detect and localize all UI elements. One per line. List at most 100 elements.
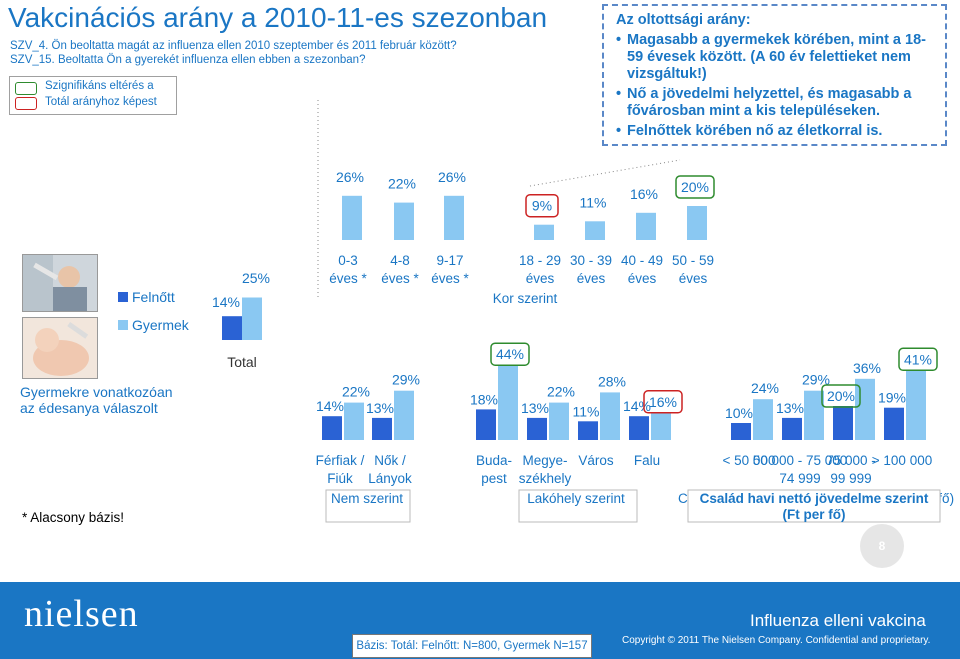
low-base-note: * Alacsony bázis! <box>22 510 125 525</box>
income-child-value: 36% <box>853 360 881 376</box>
age-category-label: 4-8 <box>390 253 410 268</box>
age-bar <box>342 195 362 240</box>
summary-note: Az oltottsági arány: Magasabb a gyermeke… <box>602 4 947 146</box>
age-category-label: éves <box>526 271 555 286</box>
group-title-box <box>518 489 638 523</box>
income-category-label: 74 999 <box>779 471 820 486</box>
age-category-label: 50 - 59 <box>672 253 714 268</box>
gender-child-bar <box>394 390 414 440</box>
income-adult-value: 19% <box>878 390 906 406</box>
residence-child-value: 22% <box>547 384 575 400</box>
residence-child-bar <box>498 365 518 440</box>
age-category-label: éves * <box>431 271 469 286</box>
income-category-label: 99 999 <box>830 471 871 486</box>
lower-swatch <box>15 97 37 110</box>
gender-group-title-front: Nem szerint <box>331 491 403 506</box>
income-adult-value: 13% <box>776 400 804 416</box>
trend-line <box>529 159 681 187</box>
question-2: SZV_15. Beoltatta Ön a gyerekét influenz… <box>10 54 366 66</box>
group-title-box <box>325 489 411 523</box>
income-child-bar <box>855 378 875 440</box>
significance-legend: Szignifikáns eltérés a Totál arányhoz ké… <box>9 76 177 115</box>
age-significance-lower <box>525 193 559 218</box>
page-number: 8 <box>860 524 904 568</box>
residence-category-label: Város <box>578 453 614 468</box>
income-adult-bar <box>731 423 751 440</box>
income-child-value: 29% <box>802 372 830 388</box>
adult-vaccination-photo <box>22 254 98 312</box>
age-bar <box>687 206 707 240</box>
residence-category-label: Buda- <box>476 453 512 468</box>
residence-category-label: Megye- <box>522 453 567 468</box>
child-vaccination-photo <box>22 317 98 379</box>
total-category-label: Total <box>227 354 257 370</box>
age-category-label: éves <box>628 271 657 286</box>
income-adult-value: 20% <box>827 388 855 404</box>
note-bullet-3: Felnőttek körében nő az életkorral is. <box>616 123 938 140</box>
age-category-label: 18 - 29 <box>519 253 561 268</box>
age-category-label: 40 - 49 <box>621 253 663 268</box>
income-adult-value: 10% <box>725 405 753 421</box>
income-category-label: > 100 000 <box>872 453 932 468</box>
residence-child-value: 44% <box>496 346 524 362</box>
residence-adult-bar <box>476 409 496 440</box>
group-title-box <box>687 489 941 523</box>
question-1: SZV_4. Ön beoltatta magát az influenza e… <box>10 40 457 52</box>
footer-copyright: Copyright © 2011 The Nielsen Company. Co… <box>622 635 931 646</box>
age-group-title: Kor szerint <box>493 291 558 306</box>
gender-category-label: Férfiak / <box>316 453 365 468</box>
age-category-label: éves * <box>329 271 367 286</box>
residence-category-label: pest <box>481 471 507 486</box>
child-legend-swatch <box>118 320 128 330</box>
age-category-label: 30 - 39 <box>570 253 612 268</box>
income-adult-bar <box>782 417 802 440</box>
income-child-bar <box>804 390 824 440</box>
age-value-label: 20% <box>681 179 709 195</box>
gender-adult-bar <box>322 416 342 440</box>
nielsen-logo: nielsen <box>24 593 139 635</box>
footer-topic: Influenza elleni vakcina <box>750 611 926 630</box>
residence-child-value: 16% <box>649 394 677 410</box>
gender-adult-value: 14% <box>316 398 344 414</box>
residence-child-bar <box>651 412 671 440</box>
base-sample-note: Bázis: Totál: Felnőtt: N=800, Gyermek N=… <box>352 634 592 658</box>
note-bullet-2: Nő a jövedelmi helyzettel, és magasabb a… <box>616 86 938 120</box>
child-note-line-2: az édesanya válaszolt <box>20 400 158 416</box>
residence-adult-bar <box>629 416 649 440</box>
gender-child-value: 29% <box>392 372 420 388</box>
age-category-label: éves <box>679 271 708 286</box>
age-category-label: éves <box>577 271 606 286</box>
age-value-label: 26% <box>438 169 466 185</box>
gender-category-label: Lányok <box>368 471 412 486</box>
income-group-title-front-2: (Ft per fő) <box>783 507 846 522</box>
income-child-value: 41% <box>904 351 932 367</box>
age-bar <box>585 221 605 240</box>
legend-line-1: Szignifikáns eltérés a <box>45 80 154 92</box>
legend-line-2: Totál arányhoz képest <box>45 96 157 108</box>
gender-adult-bar <box>372 417 392 440</box>
residence-child-value: 28% <box>598 373 626 389</box>
residence-adult-bar <box>527 417 547 440</box>
residence-category-label: Falu <box>634 453 660 468</box>
income-child-value: 24% <box>751 380 779 396</box>
residence-adult-value: 11% <box>573 403 600 419</box>
age-bar <box>534 224 554 240</box>
adult-legend-swatch <box>118 292 128 302</box>
gender-child-bar <box>344 402 364 440</box>
age-bar <box>444 195 464 240</box>
residence-adult-value: 18% <box>470 391 498 407</box>
page-title: Vakcinációs arány a 2010-11-es szezonban <box>8 2 548 33</box>
total-child-bar <box>242 297 262 340</box>
residence-adult-value: 14% <box>623 398 651 414</box>
income-adult-bar <box>833 406 853 440</box>
gender-adult-value: 13% <box>366 400 394 416</box>
age-value-label: 16% <box>630 186 658 202</box>
income-child-significance-higher <box>898 347 938 372</box>
child-note-line-1: Gyermekre vonatkozóan <box>20 384 173 400</box>
age-value-label: 22% <box>388 176 416 192</box>
total-adult-bar <box>222 316 242 340</box>
note-bullet-1: Magasabb a gyermekek körében, mint a 18-… <box>616 32 938 83</box>
gender-category-label: Fiúk <box>327 471 353 486</box>
income-child-bar <box>906 370 926 440</box>
